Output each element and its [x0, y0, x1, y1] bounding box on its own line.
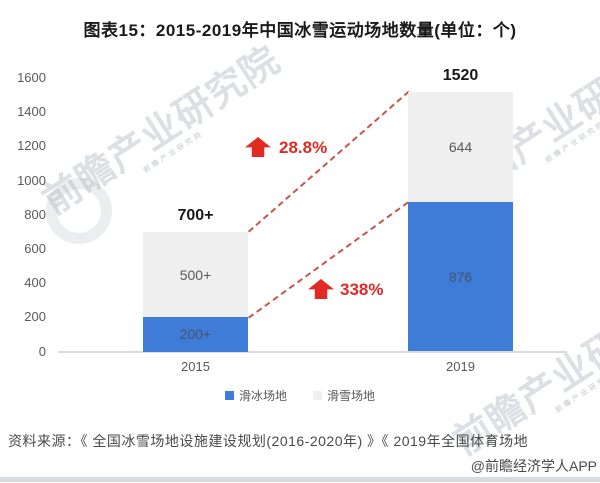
y-tick-label: 600 — [24, 240, 46, 256]
y-tick-label: 0 — [38, 343, 46, 359]
credit-text: @前瞻经济学人APP — [470, 458, 597, 474]
y-tick-label: 1000 — [17, 172, 46, 188]
bar-segment-2015-1: 500+ — [143, 231, 248, 318]
trend-dashed-line-lower — [248, 201, 409, 319]
bar-segment-2015-0: 200+ — [143, 317, 248, 352]
growth-arrow-up-icon — [308, 279, 334, 299]
bar-segment-2019-0: 876 — [408, 201, 513, 352]
y-tick-label: 800 — [24, 206, 46, 222]
growth-percent-label: 338% — [340, 280, 384, 299]
bar-value-label: 200+ — [179, 326, 212, 343]
y-tick-label: 200 — [24, 309, 46, 325]
bar-total-label: 700+ — [177, 206, 214, 224]
y-tick-label: 1600 — [17, 70, 46, 85]
y-tick-label: 400 — [24, 275, 46, 291]
growth-percent-label: 28.8% — [279, 138, 328, 157]
legend-item-ski: 滑雪场地 — [313, 387, 375, 404]
growth-arrow-up-icon — [245, 137, 271, 157]
source-text: 资料来源：《 全国冰雪场地设施建设规划(2016-2020年) 》《 2019年… — [8, 433, 529, 449]
legend-label: 滑雪场地 — [327, 389, 376, 403]
y-tick-label: 1200 — [17, 138, 46, 154]
bar-value-label: 644 — [448, 138, 473, 155]
y-tick-label: 1400 — [17, 104, 46, 120]
legend-item-skating: 滑冰场地 — [224, 387, 287, 404]
legend-swatch — [313, 391, 322, 400]
legend: 滑冰场地 滑雪场地 — [0, 387, 600, 404]
chart-title: 图表15：2015-2019年中国冰雪运动场地数量(单位：个) — [83, 21, 517, 40]
bar-value-label: 500+ — [179, 266, 212, 283]
legend-label: 滑冰场地 — [238, 389, 287, 403]
x-axis-line — [58, 351, 567, 353]
bar-total-label: 1520 — [442, 66, 479, 84]
bar-value-label: 876 — [448, 268, 473, 285]
trend-dashed-line-upper — [248, 90, 410, 233]
legend-swatch — [224, 391, 234, 400]
x-tick-label: 2015 — [181, 359, 210, 374]
bar-segment-2019-1: 644 — [408, 91, 513, 202]
bottom-divider — [0, 477, 600, 482]
x-tick-label: 2019 — [446, 359, 475, 374]
